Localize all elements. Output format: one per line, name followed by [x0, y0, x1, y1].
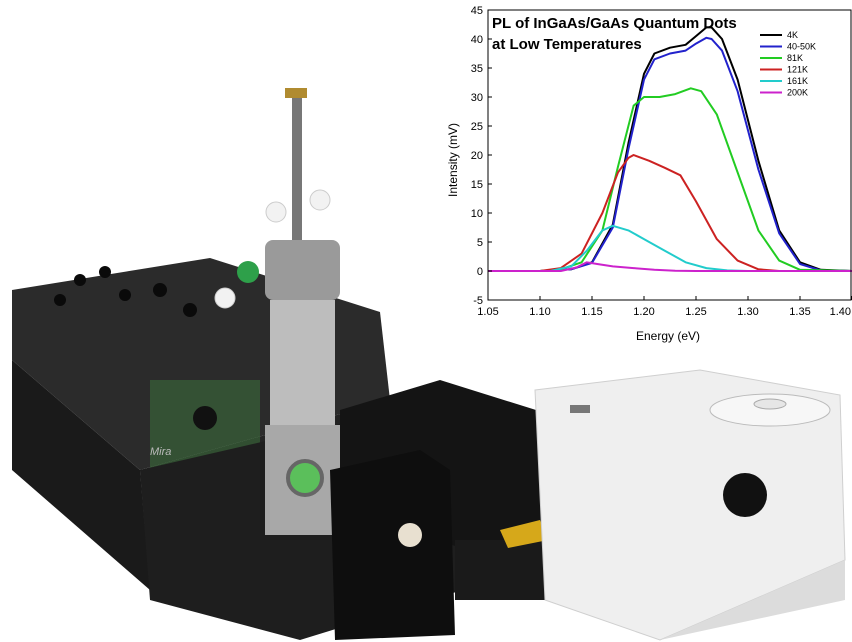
x-tick-label: 1.15	[581, 306, 602, 318]
x-tick-label: 1.20	[633, 306, 654, 318]
detector-front	[330, 450, 455, 640]
x-tick-label: 1.10	[529, 306, 550, 318]
cryostat-cap	[285, 88, 307, 98]
white-valve-3	[214, 287, 236, 309]
y-tick-label: 5	[477, 237, 483, 249]
plot-area	[488, 26, 852, 272]
legend-entry: 121K	[787, 65, 808, 75]
y-tick-label: 10	[471, 208, 483, 220]
y-tick-label: 25	[471, 121, 483, 133]
knobs	[54, 266, 197, 317]
white-valve-1	[265, 201, 287, 223]
sample-window	[286, 459, 324, 497]
legend-entry: 161K	[787, 76, 808, 86]
y-tick-label: 40	[471, 34, 483, 46]
x-tick-label: 1.35	[789, 306, 810, 318]
spectrometer-base	[545, 560, 845, 640]
y-axis-label: Intensity (mV)	[446, 123, 460, 197]
green-valve	[237, 261, 259, 283]
y-tick-label: 30	[471, 92, 483, 104]
white-valve-2	[309, 189, 331, 211]
x-tick-label: 1.25	[685, 306, 706, 318]
chart-title-line-2: at Low Temperatures	[492, 36, 642, 53]
series-line-200K	[488, 261, 852, 272]
y-tick-label: 15	[471, 179, 483, 191]
x-axis-label: Energy (eV)	[636, 329, 700, 343]
chart-title-line-1: PL of InGaAs/GaAs Quantum Dots	[492, 15, 737, 32]
y-tick-label: 35	[471, 63, 483, 75]
x-tick-label: 1.05	[477, 306, 498, 318]
dial-knob	[753, 398, 787, 410]
detector-port	[398, 523, 422, 547]
laser-warning-label-1	[500, 520, 548, 548]
y-tick-label: 20	[471, 150, 483, 162]
cryostat-head	[265, 240, 340, 300]
series-line-121K	[488, 154, 852, 272]
series-line-40-50K	[488, 36, 852, 272]
laser-housing-side	[12, 360, 150, 590]
spectrometer-badge	[570, 405, 590, 413]
cryostat-body	[270, 300, 335, 430]
series-line-81K	[488, 87, 852, 272]
y-tick-label: 45	[471, 5, 483, 17]
y-tick-label: 0	[477, 266, 483, 278]
legend-entry: 81K	[787, 53, 803, 63]
spectrometer-dial	[709, 393, 831, 427]
y-axis: -5 0 5 10 15 20 25 30 35 40 45	[471, 5, 492, 307]
y-tick-label: -5	[473, 295, 483, 307]
chart-background	[442, 0, 852, 350]
x-axis: 1.05 1.10 1.15 1.20 1.25 1.30 1.35 1.40	[477, 296, 852, 318]
spectrometer-port	[723, 473, 767, 517]
legend-entry: 200K	[787, 88, 808, 98]
cryostat-rod	[292, 96, 302, 246]
x-tick-label: 1.30	[737, 306, 758, 318]
x-tick-label: 1.40	[830, 306, 851, 318]
legend-entry: 40-50K	[787, 42, 816, 52]
laser-port	[193, 406, 217, 430]
device-label: Mira	[150, 446, 171, 458]
legend-entry: 4K	[787, 30, 798, 40]
